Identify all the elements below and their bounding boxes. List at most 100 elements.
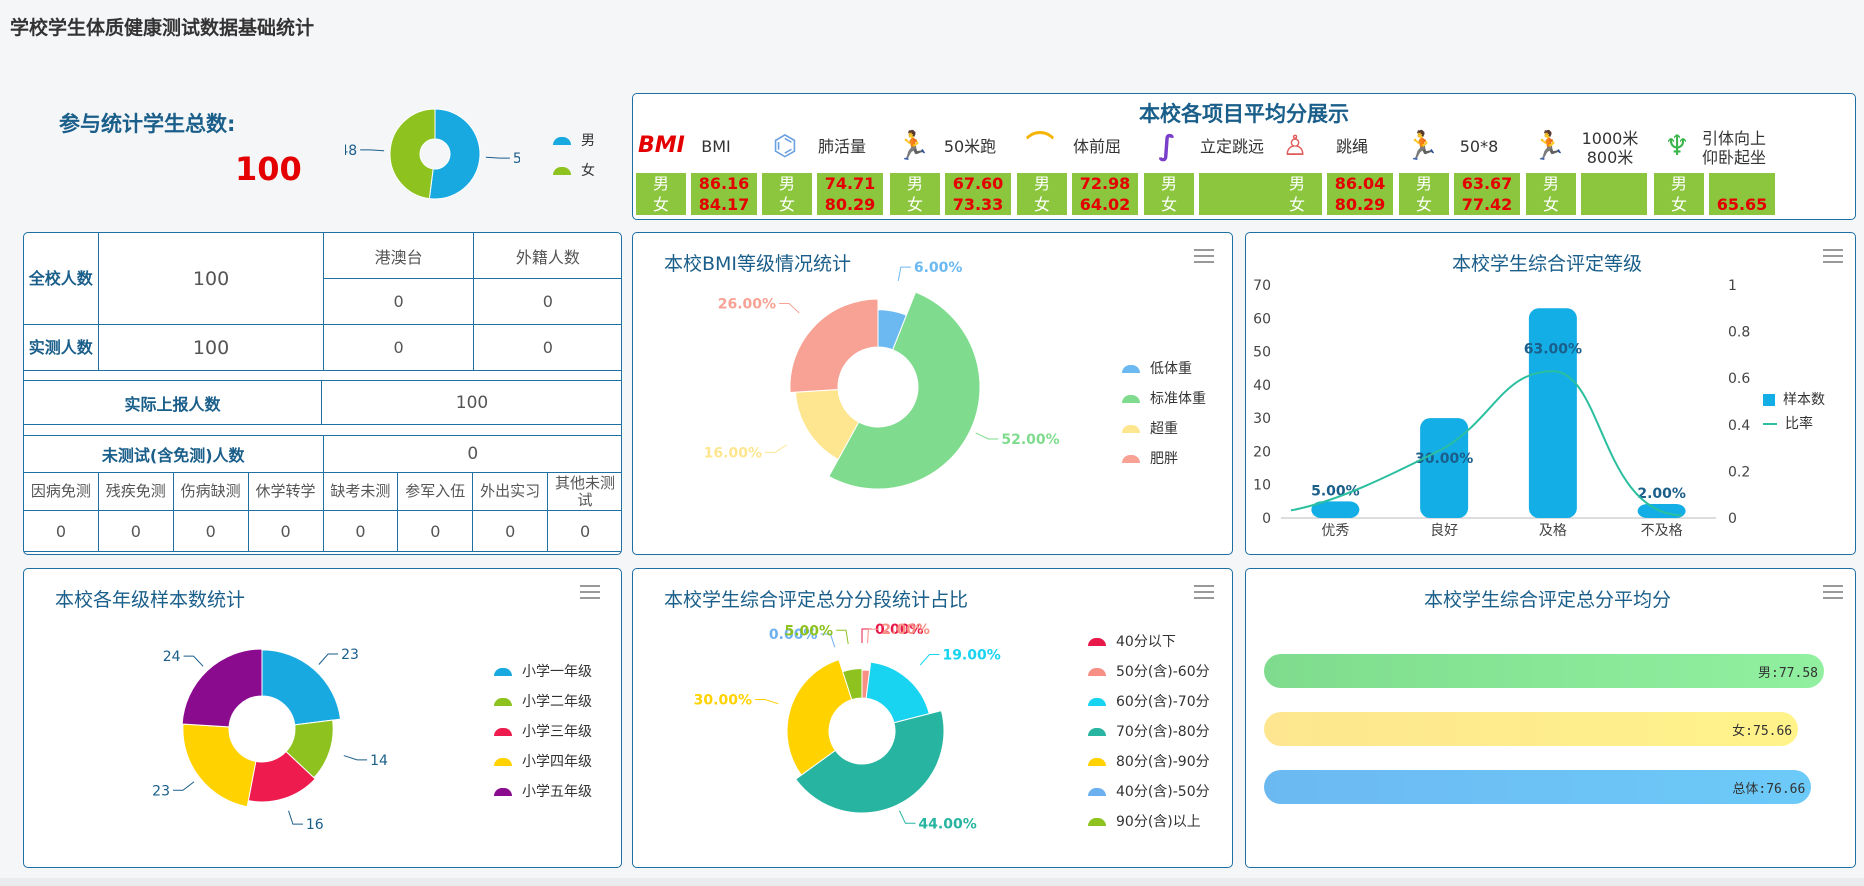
bar[interactable] [1420, 418, 1469, 518]
bmi-pie-chart[interactable]: 6.00% 52.00% 16.00% 26.00% [633, 233, 1233, 555]
pullup-icon: ♆ [1664, 129, 1690, 162]
legend-label: 小学一年级 [522, 664, 592, 680]
pie-slice[interactable] [389, 108, 436, 200]
reason-value: 0 [24, 510, 99, 552]
pie-slice[interactable] [261, 649, 342, 726]
student-total-label: 参与统计学生总数: [59, 112, 236, 136]
reported-label: 实际上报人数 [24, 380, 322, 425]
menu-icon[interactable] [1194, 585, 1214, 599]
pie-slice[interactable] [428, 108, 481, 200]
legend-label: 小学二年级 [522, 694, 592, 710]
runner-icon: 🏃 [1531, 129, 1567, 162]
pie-leader-line [899, 810, 916, 824]
legend-sample-count[interactable]: 样本数 [1763, 389, 1825, 409]
male-score: 63.67 [1461, 174, 1513, 193]
legend-male[interactable]: 男 [553, 130, 595, 150]
y-tick-label: 10 [1253, 478, 1271, 494]
legend-item[interactable]: 小学五年级 [494, 781, 592, 801]
pie-slice[interactable] [789, 298, 879, 394]
data-label: 63.00% [1524, 341, 1582, 357]
average-bar[interactable]: 女:75.66 [1264, 712, 1799, 746]
legend-label: 标准体重 [1150, 391, 1206, 407]
ratio-line[interactable] [1290, 370, 1682, 517]
y-tick-label: 70 [1253, 278, 1271, 294]
legend-swatch [1122, 425, 1140, 433]
legend-item[interactable]: 小学二年级 [494, 691, 592, 711]
female-score: 65.65 [1716, 195, 1768, 214]
legend-item[interactable]: 肥胖 [1122, 448, 1178, 468]
reason-header: 伤病缺测 [172, 472, 249, 511]
legend-item[interactable]: 40分(含)-50分 [1088, 781, 1210, 801]
pie-slice[interactable] [828, 291, 981, 490]
pie-leader-line [897, 266, 911, 282]
pie-label: 0.00% [875, 622, 924, 638]
gender-female: 女 [906, 195, 923, 214]
legend-item[interactable]: 50分(含)-60分 [1088, 661, 1210, 681]
y2-tick-label: 0.8 [1728, 325, 1750, 341]
pie-slice[interactable] [182, 723, 257, 808]
pie-label: 23 [152, 783, 170, 799]
male-score: 67.60 [952, 174, 1004, 193]
menu-icon[interactable] [1823, 585, 1843, 599]
legend-item[interactable]: 小学四年级 [494, 751, 592, 771]
student-total-value: 100 [235, 150, 302, 188]
average-score-panel: 本校各项目平均分展示 BMI BMI 男女 86.16 84.17 ⌬ 肺活量男女 74.71… [632, 93, 1856, 220]
legend-item[interactable]: 小学一年级 [494, 661, 592, 681]
pie-slice[interactable] [865, 661, 930, 724]
legend-label: 90分(含)以上 [1116, 814, 1201, 830]
pie-slice[interactable] [794, 709, 945, 814]
legend-label: 50分(含)-60分 [1116, 664, 1210, 680]
score-panel-title: 本校学生综合评定总分分段统计占比 [664, 589, 969, 611]
pie-label: 52 [513, 151, 520, 167]
legend-item[interactable]: 80分(含)-90分 [1088, 751, 1210, 771]
untested-value: 0 [322, 435, 621, 473]
menu-icon[interactable] [580, 585, 600, 599]
legend-ratio[interactable]: 比率 [1763, 413, 1813, 433]
legend-swatch [1122, 455, 1140, 463]
bar[interactable] [1311, 501, 1360, 518]
female-score [1199, 194, 1275, 215]
measured-label: 实测人数 [24, 324, 99, 371]
reason-value: 0 [397, 510, 474, 552]
legend-item[interactable]: 90分(含)以上 [1088, 811, 1201, 831]
legend-swatch [1122, 395, 1140, 403]
gender-male: 男 [1288, 174, 1305, 193]
legend-item[interactable]: 60分(含)-70分 [1088, 691, 1210, 711]
y2-tick-label: 0.6 [1728, 371, 1750, 387]
average-bar[interactable]: 男:77.58 [1264, 654, 1824, 688]
legend-item[interactable]: 40分以下 [1088, 631, 1176, 651]
legend-label: 超重 [1150, 421, 1178, 437]
pie-label: 24 [163, 649, 181, 665]
menu-icon[interactable] [1194, 249, 1214, 263]
pie-slice[interactable] [842, 668, 863, 701]
score-pie-chart[interactable]: 0.00%2.00%19.00%44.00%30.00%0.00%5.00% [633, 569, 1233, 869]
male-score: 86.16 [698, 174, 750, 193]
legend-item[interactable]: 小学三年级 [494, 721, 592, 741]
legend-female[interactable]: 女 [553, 160, 595, 180]
average-bar[interactable]: 总体:76.66 [1264, 770, 1812, 804]
shuttle-run-icon: 🏃 [1404, 129, 1440, 162]
gender-pie-chart[interactable]: 52 48 [345, 100, 520, 210]
rating-bar-chart[interactable]: 01020304050607000.20.40.60.81优秀5.00%良好30… [1246, 233, 1856, 555]
hmt-measured: 0 [323, 324, 474, 371]
score-cell [1199, 173, 1275, 215]
legend-label: 40分以下 [1116, 634, 1176, 650]
grade-pie-chart[interactable]: 23 14 16 23 24 [24, 569, 622, 869]
menu-icon[interactable] [1823, 249, 1843, 263]
item-label: 体前屈 [1072, 137, 1121, 156]
legend-item[interactable]: 70分(含)-80分 [1088, 721, 1210, 741]
legend-swatch [1088, 818, 1106, 826]
legend-swatch [553, 167, 571, 175]
pie-label: 5.00% [784, 623, 833, 639]
gender-male: 男 [1033, 174, 1050, 193]
reason-header: 参军入伍 [397, 472, 474, 511]
pie-slice[interactable] [786, 659, 853, 776]
pie-slice[interactable] [181, 648, 263, 728]
bar[interactable] [1528, 308, 1577, 518]
foreign-total: 0 [472, 278, 621, 325]
pie-label: 14 [370, 753, 388, 769]
score-cell: 67.60 73.33 [945, 173, 1011, 215]
legend-item[interactable]: 标准体重 [1122, 388, 1206, 408]
legend-item[interactable]: 低体重 [1122, 358, 1192, 378]
legend-item[interactable]: 超重 [1122, 418, 1178, 438]
